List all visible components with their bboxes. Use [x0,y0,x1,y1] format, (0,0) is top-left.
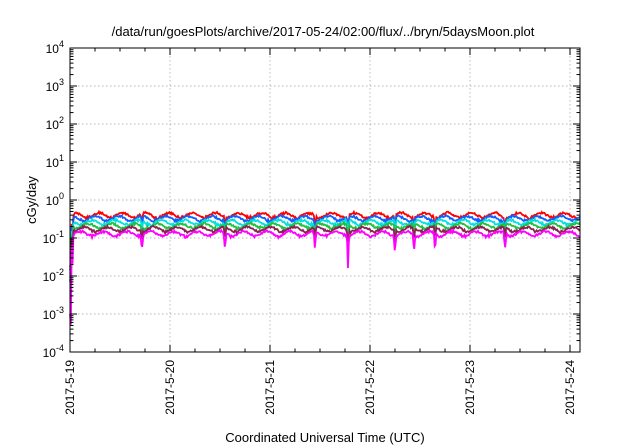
y-tick-label: 10-2 [43,267,64,284]
series-line [69,223,581,287]
y-tick-label: 10-4 [43,343,64,360]
y-tick-label: 103 [46,77,64,94]
x-tick-label: 2017-5-23 [463,360,477,415]
x-tick-label: 2017-5-20 [163,360,177,415]
series-line [69,216,581,280]
y-tick-label: 10-3 [43,305,64,322]
x-axis-label: Coordinated Universal Time (UTC) [225,430,424,445]
y-tick-labels: 104 103 102 101 100 10-1 10-2 10-3 10-4 [43,39,64,360]
series-line [69,220,581,283]
y-tick-label: 102 [46,115,64,132]
series-line [69,228,581,325]
x-tick-labels: 2017-5-19 2017-5-20 2017-5-21 2017-5-22 2017… [63,360,577,415]
x-tick-label: 2017-5-22 [363,360,377,415]
x-tick-label: 2017-5-21 [263,360,277,415]
y-tick-label: 100 [46,191,64,208]
y-tick-label: 104 [46,39,64,56]
y-axis-label: cGy/day [24,176,39,224]
y-tick-label: 10-1 [43,229,64,246]
x-tick-label: 2017-5-24 [563,360,577,415]
chart-title: /data/run/goesPlots/archive/2017-05-24/0… [112,24,535,39]
x-tick-label: 2017-5-19 [63,360,77,415]
axis-ticks [69,47,580,353]
series-line [69,209,581,273]
data-series [69,209,581,325]
series-line [69,213,581,276]
y-tick-label: 101 [46,153,64,170]
grid-lines [70,48,580,352]
